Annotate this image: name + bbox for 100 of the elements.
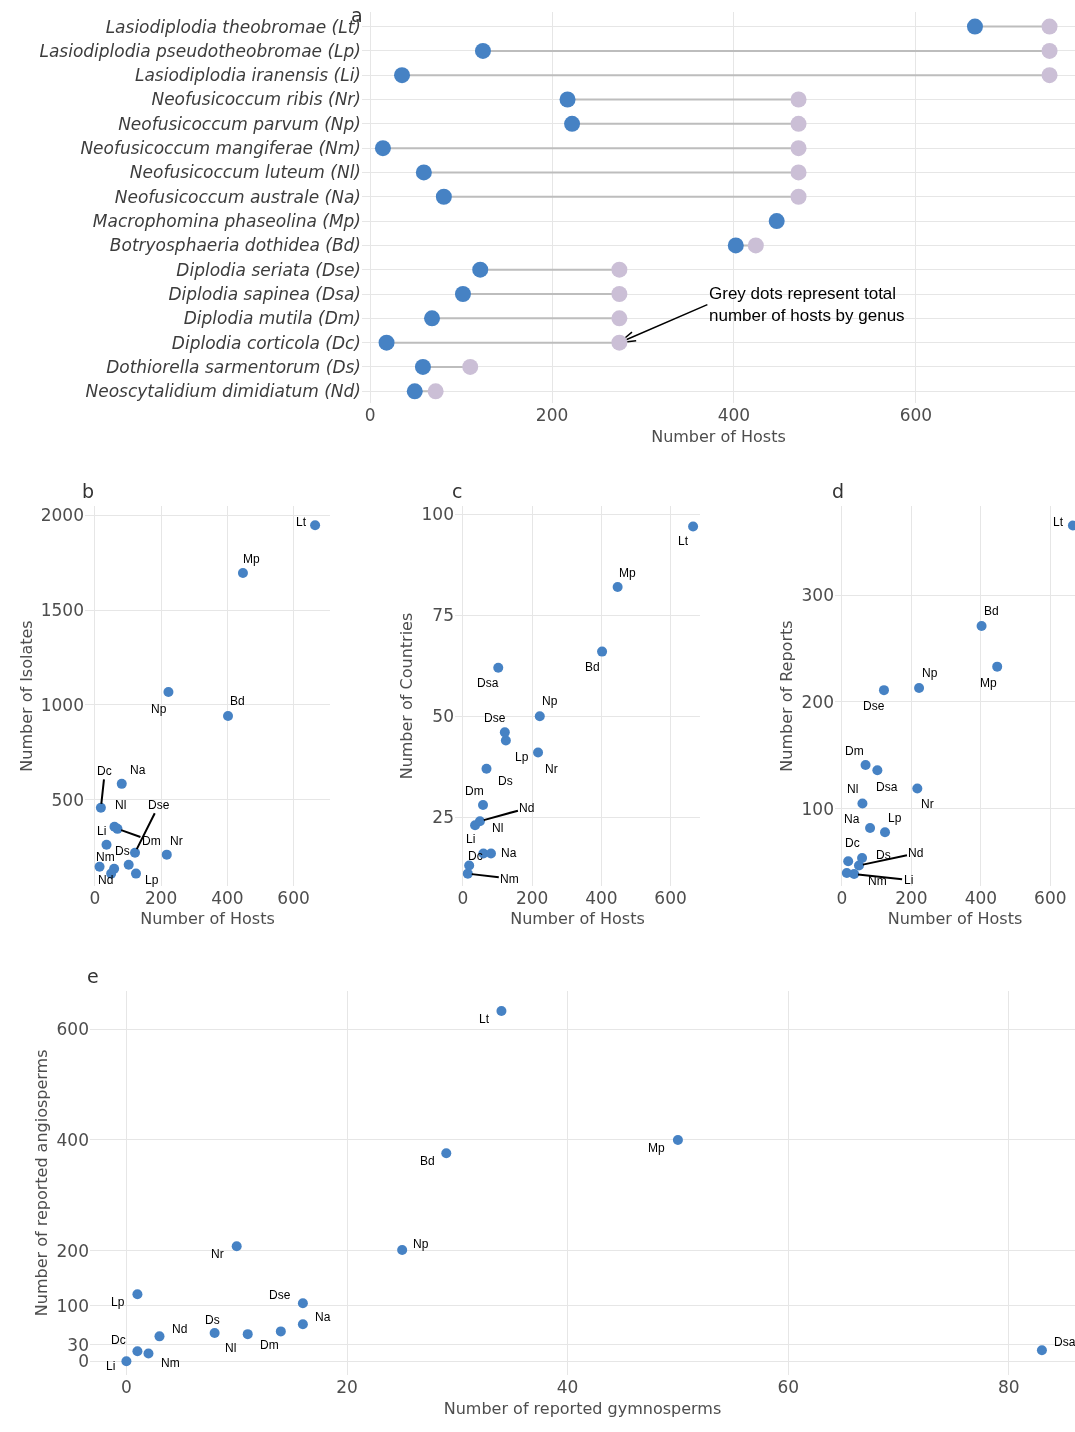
point: [154, 1331, 165, 1342]
annotation: Lt: [296, 515, 307, 529]
y-tick-label: Diplodia mutila (Dm): [183, 308, 361, 329]
y-tick-label: Neofusicoccum mangiferae (Nm): [80, 138, 361, 159]
point: [672, 1134, 683, 1145]
point: [1041, 67, 1058, 84]
chart-title: b: [82, 480, 95, 502]
point: [865, 823, 876, 834]
annotation: Li: [106, 1359, 116, 1373]
y-tick-label: Botryosphaeria dothidea (Bd): [109, 235, 361, 256]
annotation: Li: [904, 873, 914, 887]
point: [394, 67, 411, 84]
annotation: Mp: [243, 552, 260, 566]
y-tick-label: Lasiodiplodia iranensis (Li): [134, 65, 361, 86]
point: [462, 868, 473, 879]
point: [880, 827, 891, 838]
point: [1041, 18, 1058, 35]
annotation: Dc: [97, 764, 112, 778]
annotation: Dm: [142, 834, 161, 848]
x-axis-title: Number of reported gymnosperms: [443, 1398, 722, 1418]
point: [496, 1006, 507, 1017]
x-tick-label: 200: [895, 887, 928, 908]
y-tick-label: 300: [801, 584, 834, 605]
point: [223, 710, 234, 721]
y-axis-title: Number of Isolates: [16, 620, 36, 772]
point: [1036, 1345, 1047, 1356]
y-tick-label: 100: [801, 798, 834, 819]
y-tick-label: 1000: [40, 694, 84, 715]
x-axis-title: Number of Hosts: [887, 909, 1023, 929]
point: [132, 1346, 143, 1357]
x-tick-label: 200: [535, 405, 569, 426]
point: [878, 685, 889, 696]
annotation: Np: [151, 702, 167, 716]
point: [424, 310, 441, 327]
point: [454, 286, 471, 303]
point: [378, 334, 395, 351]
point: [790, 140, 807, 157]
x-axis-title: Number of Hosts: [140, 909, 275, 929]
x-axis-title: Number of Hosts: [510, 909, 645, 929]
annotation: Mp: [648, 1141, 665, 1155]
point: [857, 852, 868, 863]
x-tick-label: 600: [899, 405, 933, 426]
point: [275, 1326, 286, 1337]
point: [976, 621, 987, 632]
y-tick-label: Neofusicoccum parvum (Np): [118, 113, 361, 134]
annotation: Dm: [260, 1338, 279, 1352]
point: [533, 747, 544, 758]
annotation: Ds: [498, 774, 513, 788]
annotation: Dc: [111, 1333, 126, 1347]
y-tick-label: Neofusicoccum luteum (Nl): [129, 162, 361, 183]
annotation: Dsa: [876, 780, 898, 794]
y-tick-label: 1500: [40, 600, 84, 621]
point: [297, 1319, 308, 1330]
annotation: Nr: [921, 797, 934, 811]
y-tick-label: Neofusicoccum ribis (Nr): [151, 89, 361, 110]
point: [163, 687, 174, 698]
y-tick-label: 200: [801, 691, 834, 712]
point: [130, 868, 141, 879]
point: [101, 839, 112, 850]
x-tick-label: 600: [1034, 887, 1067, 908]
annotation: Li: [466, 832, 476, 846]
annotation: Nm: [868, 874, 887, 888]
y-tick-label: Diplodia sapinea (Dsa): [168, 283, 361, 304]
point: [143, 1348, 154, 1359]
annotation: Lp: [515, 750, 529, 764]
point: [727, 237, 744, 254]
annotation: Nl: [115, 798, 127, 812]
point: [116, 778, 127, 789]
y-tick-label: 25: [432, 807, 454, 828]
point: [493, 662, 504, 673]
annotation: Nd: [98, 873, 114, 887]
point: [1041, 42, 1058, 59]
y-tick-label: Diplodia corticola (Dc): [171, 332, 361, 353]
y-axis-title: Number of Countries: [397, 612, 417, 780]
point: [860, 759, 871, 770]
point: [310, 520, 321, 531]
y-tick-label: 400: [56, 1129, 89, 1150]
point: [747, 237, 764, 254]
point: [597, 646, 608, 657]
point: [397, 1245, 408, 1256]
point: [129, 847, 140, 858]
annotation: Na: [844, 812, 860, 826]
point: [611, 310, 628, 327]
x-tick-label: 40: [556, 1377, 579, 1398]
annotation: Nm: [96, 850, 115, 864]
y-tick-label: Neoscytalidium dimidiatum (Nd): [85, 381, 361, 402]
point: [237, 568, 248, 579]
annotation: Dm: [465, 784, 484, 798]
annotation: Ds: [205, 1313, 220, 1327]
y-tick-label: Diplodia seriata (Dse): [176, 259, 361, 280]
annotation: Grey dots represent total number of hosts by genus: [709, 284, 905, 326]
point: [132, 1289, 143, 1300]
x-tick-label: 400: [585, 887, 618, 908]
annotation: Dse: [484, 711, 506, 725]
y-tick-label: Macrophomina phaseolina (Mp): [92, 211, 361, 232]
point: [474, 816, 485, 827]
y-tick-label: 50: [432, 706, 454, 727]
y-tick-label: 75: [432, 605, 454, 626]
x-tick-label: 600: [654, 887, 687, 908]
point: [966, 18, 983, 35]
